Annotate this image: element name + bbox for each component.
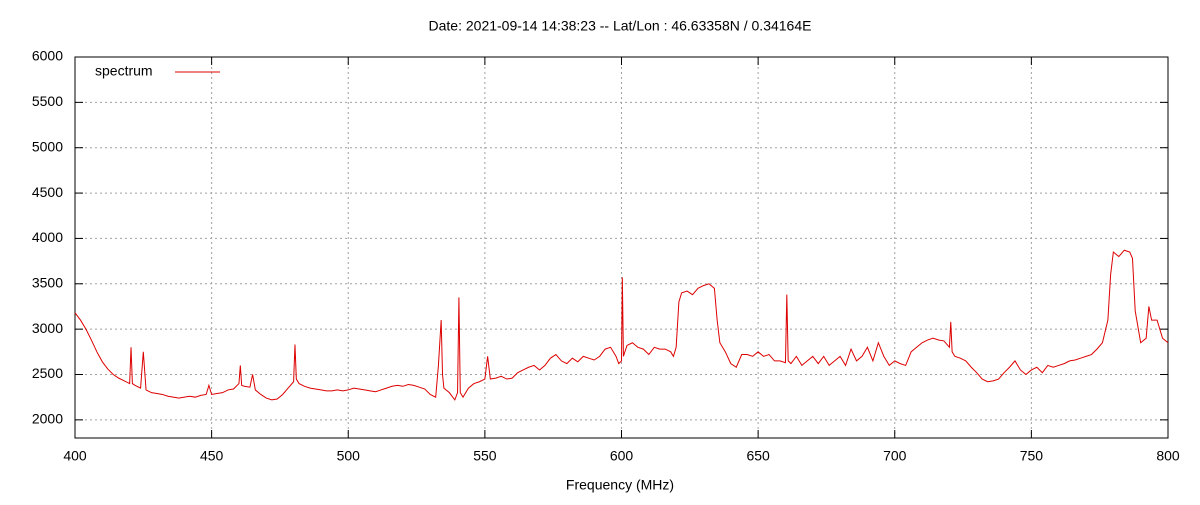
x-tick-label: 600 bbox=[610, 448, 634, 464]
x-tick-label: 750 bbox=[1020, 448, 1044, 464]
x-tick-label: 500 bbox=[337, 448, 361, 464]
x-tick-label: 450 bbox=[200, 448, 224, 464]
y-tick-label: 5500 bbox=[32, 93, 63, 109]
chart-title: Date: 2021-09-14 14:38:23 -- Lat/Lon : 4… bbox=[429, 18, 812, 34]
x-tick-label: 700 bbox=[883, 448, 907, 464]
y-tick-label: 3500 bbox=[32, 274, 63, 290]
x-tick-label: 650 bbox=[746, 448, 770, 464]
x-axis-label: Frequency (MHz) bbox=[566, 477, 674, 493]
y-tick-label: 4500 bbox=[32, 184, 63, 200]
x-tick-label: 400 bbox=[63, 448, 87, 464]
line-series bbox=[74, 249, 1169, 401]
y-tick-label: 2500 bbox=[32, 365, 63, 381]
plot-frame bbox=[74, 56, 1169, 439]
x-tick-label: 550 bbox=[473, 448, 497, 464]
y-tick-label: 2000 bbox=[32, 411, 63, 427]
x-tick-label: 800 bbox=[1156, 448, 1180, 464]
legend-label: spectrum bbox=[95, 63, 153, 79]
y-tick-label: 4000 bbox=[32, 229, 63, 245]
y-tick-label: 3000 bbox=[32, 320, 63, 336]
y-tick-label: 6000 bbox=[32, 48, 63, 64]
y-tick-label: 5000 bbox=[32, 138, 63, 154]
